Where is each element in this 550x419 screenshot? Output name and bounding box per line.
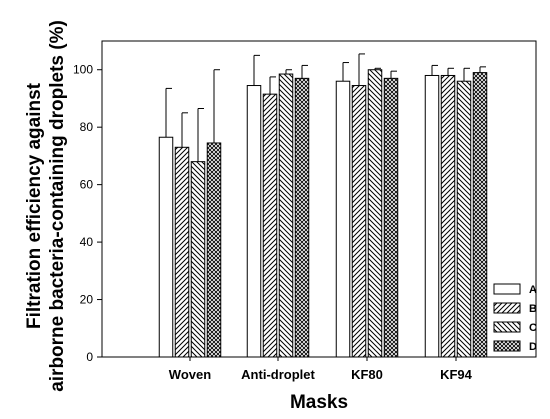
plot-border (101, 40, 537, 358)
legend-label-a: A (529, 284, 537, 296)
legend-swatch-d (493, 340, 521, 352)
y-tick-label-60: 60 (80, 178, 94, 192)
bar-woven-c (190, 161, 206, 358)
bar-anti-droplet-a (246, 85, 262, 358)
y-tick-label-20: 20 (80, 293, 94, 307)
y-tick-label-80: 80 (80, 120, 94, 134)
x-tick-label-kf80: KF80 (351, 367, 383, 382)
legend-swatch-b (493, 302, 521, 314)
x-tick-label-anti-droplet: Anti-droplet (241, 367, 315, 382)
y-axis: 0 20 40 60 80 100 (73, 63, 102, 364)
legend-swatch-c (493, 321, 521, 333)
bar-kf80-c (367, 69, 383, 358)
bar-kf94-b (440, 74, 456, 358)
x-tick-label-kf94: KF94 (440, 367, 473, 382)
bar-anti-droplet-c (278, 73, 294, 358)
bar-kf94-a (424, 74, 440, 358)
bar-kf80-b (351, 85, 367, 358)
y-tick-label-40: 40 (80, 235, 94, 249)
y-axis-title-line-1: Filtration efficiency against (24, 82, 45, 329)
bar-kf80-a (335, 80, 351, 358)
x-axis: Woven Anti-droplet KF80 KF94 (169, 357, 473, 382)
bar-kf94-c (456, 80, 472, 358)
plot-frame (101, 40, 537, 358)
bars-group (158, 69, 488, 358)
x-tick-label-woven: Woven (169, 367, 211, 382)
bar-kf80-d (383, 77, 399, 358)
y-axis-title-line-2: airborne bacteria-containing droplets (%… (47, 20, 68, 392)
y-tick-label-0: 0 (86, 350, 93, 364)
bar-woven-a (158, 136, 174, 358)
legend-label-c: C (529, 322, 537, 334)
bar-anti-droplet-d (294, 77, 310, 358)
bar-woven-b (174, 146, 190, 358)
legend-label-b: B (529, 303, 537, 315)
legend-label-d: D (529, 341, 537, 353)
error-bars-group (165, 53, 486, 162)
bar-anti-droplet-b (262, 93, 278, 358)
y-tick-label-100: 100 (73, 63, 93, 77)
bar-kf94-d (472, 72, 488, 358)
bar-woven-d (206, 142, 222, 358)
x-axis-title: Masks (290, 392, 348, 413)
legend-swatch-a (493, 283, 521, 295)
